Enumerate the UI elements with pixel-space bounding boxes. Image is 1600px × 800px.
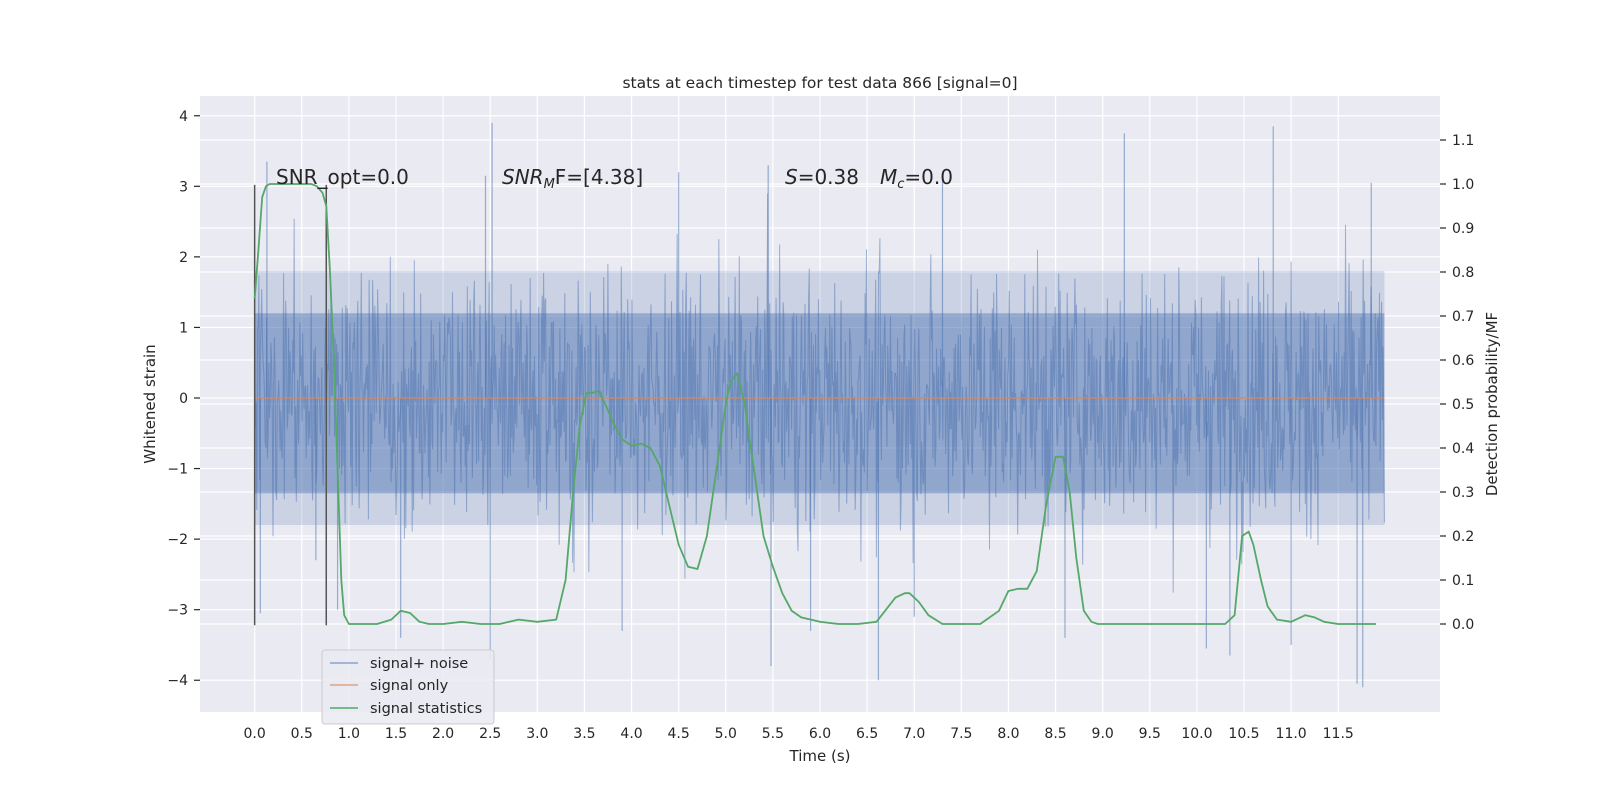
right-y-tick-label: 0.9: [1452, 221, 1474, 237]
x-tick-label: 0.5: [291, 726, 313, 742]
right-y-tick-label: 0.5: [1452, 397, 1474, 413]
right-y-tick-label: 1.1: [1452, 133, 1474, 149]
right-y-tick-label: 0.4: [1452, 441, 1474, 457]
right-y-tick-label: 0.2: [1452, 529, 1474, 545]
annotation-mc: Mc=0.0: [880, 165, 953, 192]
x-tick-label: 7.5: [950, 726, 972, 742]
x-tick-label: 1.5: [385, 726, 407, 742]
x-axis-label: Time (s): [789, 747, 851, 765]
right-y-tick-label: 0.8: [1452, 265, 1474, 281]
x-tick-label: 7.0: [903, 726, 925, 742]
x-tick-label: 3.0: [526, 726, 548, 742]
left-y-tick-label: −3: [167, 603, 188, 619]
x-tick-label: 5.0: [715, 726, 737, 742]
x-tick-label: 9.5: [1139, 726, 1161, 742]
signal-statistics-series: [253, 183, 1376, 625]
legend-label-signal-only: signal only: [370, 678, 449, 694]
x-tick-label: 8.0: [997, 726, 1019, 742]
right-y-axis-ticks: 1.1 1.0 0.9 0.8 0.7 0.6 0.5 0.4 0.3 0.2 0.1 0.0: [1440, 133, 1474, 633]
x-tick-label: 6.5: [856, 726, 878, 742]
x-tick-label: 9.0: [1092, 726, 1114, 742]
signal-statistics-line: [253, 183, 1376, 625]
legend-box: [321, 649, 495, 725]
left-y-axis-ticks: 4 3 2 1 0 −1 −2 −3 −4: [167, 109, 200, 689]
x-tick-label: 0.0: [244, 726, 266, 742]
chart-title: stats at each timestep for test data 866…: [622, 74, 1017, 92]
signal-noise-core-band: [254, 313, 1385, 494]
x-tick-label: 2.0: [432, 726, 454, 742]
left-y-tick-label: −2: [167, 532, 188, 548]
right-y-tick-label: 0.3: [1452, 485, 1474, 501]
left-y-tick-label: −4: [167, 673, 188, 689]
signal-noise-trace: [254, 193, 1385, 593]
x-axis-ticks: 0.0 0.5 1.0 1.5 2.0 2.5 3.0 3.5 4.0 4.5 5.0 5.5 6.0 6…: [244, 726, 1354, 742]
annotation-s: S=0.38: [785, 165, 859, 189]
right-y-tick-label: 0.1: [1452, 573, 1474, 589]
x-tick-label: 5.5: [762, 726, 784, 742]
left-y-tick-label: −1: [167, 462, 188, 478]
x-tick-label: 8.5: [1044, 726, 1066, 742]
x-tick-label: 4.0: [620, 726, 642, 742]
left-y-axis-label: Whitened strain: [141, 344, 159, 463]
left-y-tick-label: 4: [179, 109, 188, 125]
right-y-tick-label: 1.0: [1452, 177, 1474, 193]
annotation-snr-mf: SNRMF=[4.38]: [502, 165, 643, 192]
left-y-tick-label: 0: [179, 391, 188, 407]
legend-label-signal-noise: signal+ noise: [370, 656, 468, 672]
x-tick-label: 1.0: [338, 726, 360, 742]
right-y-tick-label: 0.6: [1452, 353, 1474, 369]
right-y-tick-label: 0.7: [1452, 309, 1474, 325]
left-y-tick-label: 3: [179, 179, 188, 195]
vertical-markers: [253, 184, 328, 626]
right-y-axis-label: Detection probability/MF: [1483, 312, 1501, 496]
annotation-snr-opt: SNR_opt=0.0: [276, 165, 409, 189]
x-tick-label: 3.5: [573, 726, 595, 742]
x-tick-label: 10.0: [1181, 726, 1212, 742]
left-y-tick-label: 2: [179, 250, 188, 266]
x-tick-label: 11.0: [1276, 726, 1307, 742]
x-tick-label: 2.5: [479, 726, 501, 742]
x-tick-label: 11.5: [1323, 726, 1354, 742]
x-tick-label: 4.5: [668, 726, 690, 742]
legend: signal+ noise signal only signal statist…: [321, 649, 495, 725]
legend-label-signal-statistics: signal statistics: [370, 701, 482, 717]
left-y-tick-label: 1: [179, 320, 188, 336]
x-tick-label: 10.5: [1228, 726, 1259, 742]
x-tick-label: 6.0: [809, 726, 831, 742]
right-y-tick-label: 0.0: [1452, 617, 1474, 633]
